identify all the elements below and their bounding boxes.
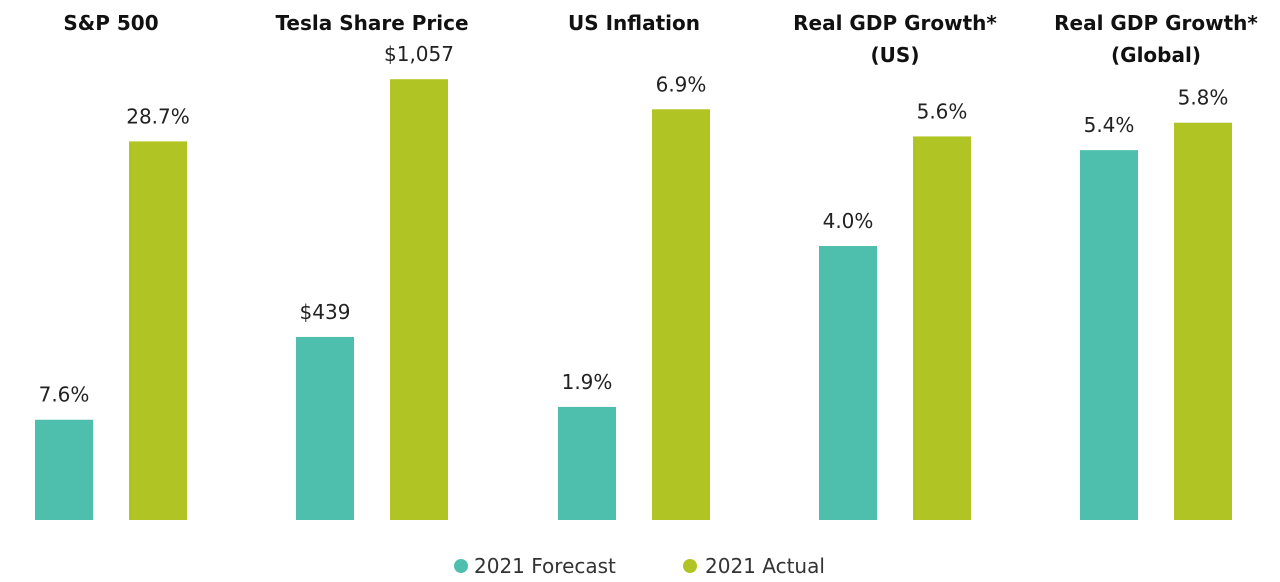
bar-group-tesla-share-price: Tesla Share Price $439 $1,057 bbox=[275, 11, 469, 521]
bar-actual bbox=[1174, 122, 1232, 521]
legend-label-forecast: 2021 Forecast bbox=[474, 554, 616, 578]
group-title-line: (US) bbox=[871, 43, 920, 67]
data-label-forecast: 5.4% bbox=[1084, 113, 1135, 137]
bar-group-real-gdp-growth-us: Real GDP Growth* (US) 4.0% 5.6% bbox=[793, 11, 997, 520]
bar-forecast bbox=[1080, 150, 1138, 520]
data-label-forecast: $439 bbox=[300, 300, 351, 324]
bar-group-us-inflation: US Inflation 1.9% 6.9% bbox=[558, 11, 710, 521]
bar-group-real-gdp-growth-global: Real GDP Growth* (Global) 5.4% 5.8% bbox=[1054, 11, 1258, 521]
data-label-forecast: 1.9% bbox=[562, 370, 613, 394]
data-label-actual: 5.6% bbox=[917, 99, 968, 123]
bar-actual bbox=[129, 141, 187, 521]
group-title-line: Tesla Share Price bbox=[275, 11, 468, 35]
group-title: S&P 500 bbox=[63, 11, 158, 35]
data-label-forecast: 7.6% bbox=[39, 383, 90, 407]
bar-forecast bbox=[35, 419, 93, 520]
group-title-line: Real GDP Growth* bbox=[793, 11, 997, 35]
group-title: US Inflation bbox=[568, 11, 700, 35]
legend: 2021 Forecast 2021 Actual bbox=[454, 554, 825, 578]
group-title: Tesla Share Price bbox=[275, 11, 468, 35]
bar-actual bbox=[652, 109, 710, 521]
data-label-actual: 6.9% bbox=[656, 72, 707, 96]
bar-forecast bbox=[819, 246, 877, 520]
group-title-line: Real GDP Growth* bbox=[1054, 11, 1258, 35]
legend-label-actual: 2021 Actual bbox=[705, 554, 825, 578]
group-title: Real GDP Growth* (US) bbox=[793, 11, 997, 67]
group-title-line: S&P 500 bbox=[63, 11, 158, 35]
bar-forecast bbox=[296, 336, 354, 520]
bar-group-s-p-500: S&P 500 7.6% 28.7% bbox=[35, 11, 190, 521]
legend-marker-actual bbox=[683, 559, 697, 573]
bar-actual bbox=[390, 79, 448, 521]
bar-forecast bbox=[558, 406, 616, 520]
legend-marker-forecast bbox=[454, 559, 468, 573]
data-label-actual: 5.8% bbox=[1178, 86, 1229, 110]
group-title-line: US Inflation bbox=[568, 11, 700, 35]
group-title-line: (Global) bbox=[1111, 43, 1201, 67]
group-title: Real GDP Growth* (Global) bbox=[1054, 11, 1258, 67]
data-label-actual: 28.7% bbox=[126, 104, 190, 128]
bar-actual bbox=[913, 136, 971, 520]
data-label-forecast: 4.0% bbox=[823, 209, 874, 233]
chart-groups: S&P 500 7.6% 28.7% Tesla Share Price $439 $1,… bbox=[35, 11, 1258, 521]
data-label-actual: $1,057 bbox=[384, 42, 454, 66]
